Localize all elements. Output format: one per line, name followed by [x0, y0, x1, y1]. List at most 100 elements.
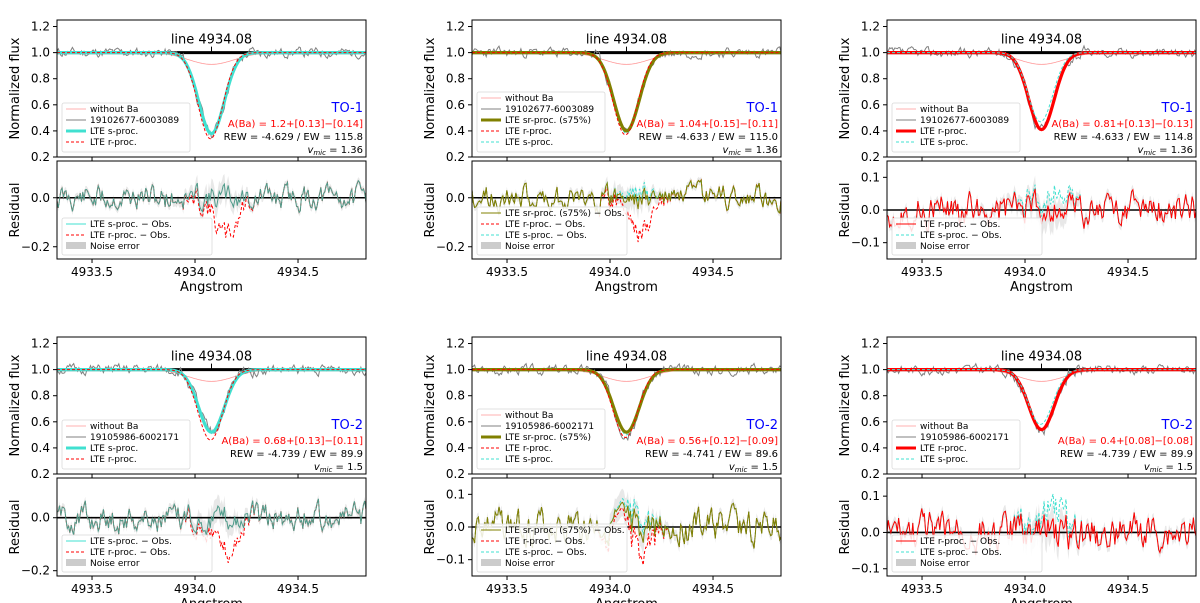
flux-axes-frame	[56, 336, 367, 475]
residual-axis-title: Residual	[838, 500, 853, 555]
x-tick-label: 4934.0	[174, 582, 216, 596]
legend-label: LTE r-proc. − Obs.	[505, 220, 585, 230]
residual-axes-frame	[56, 477, 367, 577]
vmic-symbol: v	[1137, 145, 1144, 156]
alternative-model-line	[472, 369, 781, 439]
x-axis-title: Angstrom	[1010, 280, 1073, 295]
residual-y-tick-label: 0.0	[861, 525, 880, 539]
star-tag: TO-1	[1161, 101, 1194, 116]
rew-ew-annotation: REW = -4.629 / EW = 115.8	[224, 132, 363, 143]
x-tick-label: 4933.5	[71, 582, 113, 596]
legend-label: LTE sr-proc. (s75%)	[505, 116, 591, 126]
flux-axes-frame	[886, 336, 1197, 475]
x-tick-label: 4933.5	[486, 265, 528, 279]
vmic-subscript: mic	[313, 149, 326, 157]
y-tick-label: 0.6	[31, 415, 50, 429]
residual-y-tick-label: 0.1	[446, 487, 465, 501]
abundance-annotation: A(Ba) = 0.68+[0.13]−[0.11]	[221, 436, 363, 447]
residual-legend-box	[891, 217, 1043, 256]
vmic-value: = 1.5	[332, 462, 363, 473]
vmic-annotation: vmic = 1.36	[722, 145, 778, 157]
y-tick-label: 0.4	[446, 124, 465, 138]
residual-y-tick-label: 0.0	[31, 511, 50, 525]
legend-swatch	[66, 242, 86, 249]
star-tag: TO-2	[331, 418, 364, 433]
x-tick-label: 4934.0	[1004, 265, 1046, 279]
vmic-subscript: mic	[735, 466, 748, 474]
line-label: line 4934.08	[171, 350, 252, 365]
residual-y-tick-label: −0.2	[21, 240, 50, 254]
legend-label: LTE s-proc.	[505, 455, 553, 465]
x-axis-title: Angstrom	[595, 280, 658, 295]
legend-label: Noise error	[920, 559, 970, 569]
y-tick-label: 1.2	[31, 337, 50, 351]
legend-label: LTE r-proc.	[90, 138, 137, 148]
panel-2: line 4934.08 0.2 0.4 0.6 0.8 1.0 1.2 Normalized…	[423, 19, 782, 295]
legend-label: LTE r-proc. − Obs.	[920, 220, 1000, 230]
legend-label: LTE s-proc. − Obs.	[90, 537, 172, 547]
x-tick-label: 4933.5	[71, 265, 113, 279]
legend-label: Noise error	[505, 242, 555, 252]
flux-legend-box	[891, 102, 1021, 153]
vmic-annotation: vmic = 1.36	[307, 145, 363, 157]
x-tick-label: 4934.5	[1107, 582, 1149, 596]
line-label: line 4934.08	[1001, 33, 1082, 48]
residual-axes-frame	[56, 160, 367, 260]
best-fit-residual-line	[57, 498, 366, 536]
residual-axis-title: Residual	[8, 500, 23, 555]
x-tick-label: 4934.0	[1004, 582, 1046, 596]
residual-plot-area	[57, 173, 366, 238]
x-tick-label: 4934.0	[589, 582, 631, 596]
legend-label: LTE r-proc. − Obs.	[505, 537, 585, 547]
vmic-subscript: mic	[1143, 149, 1156, 157]
y-tick-label: 0.2	[861, 467, 880, 481]
y-axis-title: Normalized flux	[423, 354, 438, 456]
flux-axes-frame	[56, 19, 367, 158]
best-fit-residual-line	[887, 508, 1196, 556]
observed-spectrum-line	[57, 46, 366, 139]
residual-axis-title: Residual	[838, 183, 853, 238]
line-label: line 4934.08	[171, 33, 252, 48]
y-tick-label: 0.6	[446, 415, 465, 429]
legend-label: LTE s-proc. − Obs.	[920, 231, 1002, 241]
y-tick-label: 0.8	[31, 72, 50, 86]
flux-legend-box	[476, 91, 606, 153]
y-tick-label: 1.2	[446, 20, 465, 34]
star-tag: TO-1	[331, 101, 364, 116]
x-tick-label: 4933.5	[486, 582, 528, 596]
legend-label: LTE r-proc. − Obs.	[90, 548, 170, 558]
y-tick-label: 0.4	[31, 124, 50, 138]
x-axis-title: Angstrom	[180, 280, 243, 295]
flux-legend-box	[476, 408, 606, 470]
x-tick-label: 4934.0	[589, 265, 631, 279]
alternative-model-line	[887, 52, 1196, 123]
rew-ew-annotation: REW = -4.739 / EW = 89.9	[230, 449, 363, 460]
legend-label: 19102677-6003089	[90, 116, 179, 126]
residual-y-tick-label: 0.1	[861, 170, 880, 184]
x-tick-label: 4934.5	[692, 582, 734, 596]
residual-legend-box	[61, 534, 213, 573]
y-tick-label: 0.8	[31, 389, 50, 403]
rew-ew-annotation: REW = -4.633 / EW = 114.8	[1054, 132, 1193, 143]
y-tick-label: 0.8	[446, 72, 465, 86]
vmic-value: = 1.36	[326, 145, 363, 156]
panel-4: line 4934.08 0.2 0.4 0.6 0.8 1.0 1.2 Normalized…	[8, 336, 367, 603]
legend-label: LTE sr-proc. (s75%)	[505, 433, 591, 443]
residual-axis-title: Residual	[423, 183, 438, 238]
legend-label: LTE r-proc. − Obs.	[90, 231, 170, 241]
legend-label: 19102677-6003089	[920, 116, 1009, 126]
legend-label: without Ba	[90, 422, 138, 432]
legend-label: Noise error	[90, 242, 140, 252]
best-fit-residual-line	[57, 179, 366, 214]
y-tick-label: 1.0	[31, 46, 50, 60]
y-tick-label: 1.2	[31, 20, 50, 34]
vmic-value: = 1.36	[741, 145, 778, 156]
y-tick-label: 1.2	[861, 337, 880, 351]
flux-legend-box	[61, 102, 191, 153]
y-tick-label: 0.4	[861, 441, 880, 455]
residual-y-tick-label: 0.1	[861, 489, 880, 503]
y-tick-label: 0.4	[861, 124, 880, 138]
line-label: line 4934.08	[1001, 350, 1082, 365]
residual-plot-area	[57, 494, 366, 564]
legend-label: LTE r-proc.	[90, 455, 137, 465]
